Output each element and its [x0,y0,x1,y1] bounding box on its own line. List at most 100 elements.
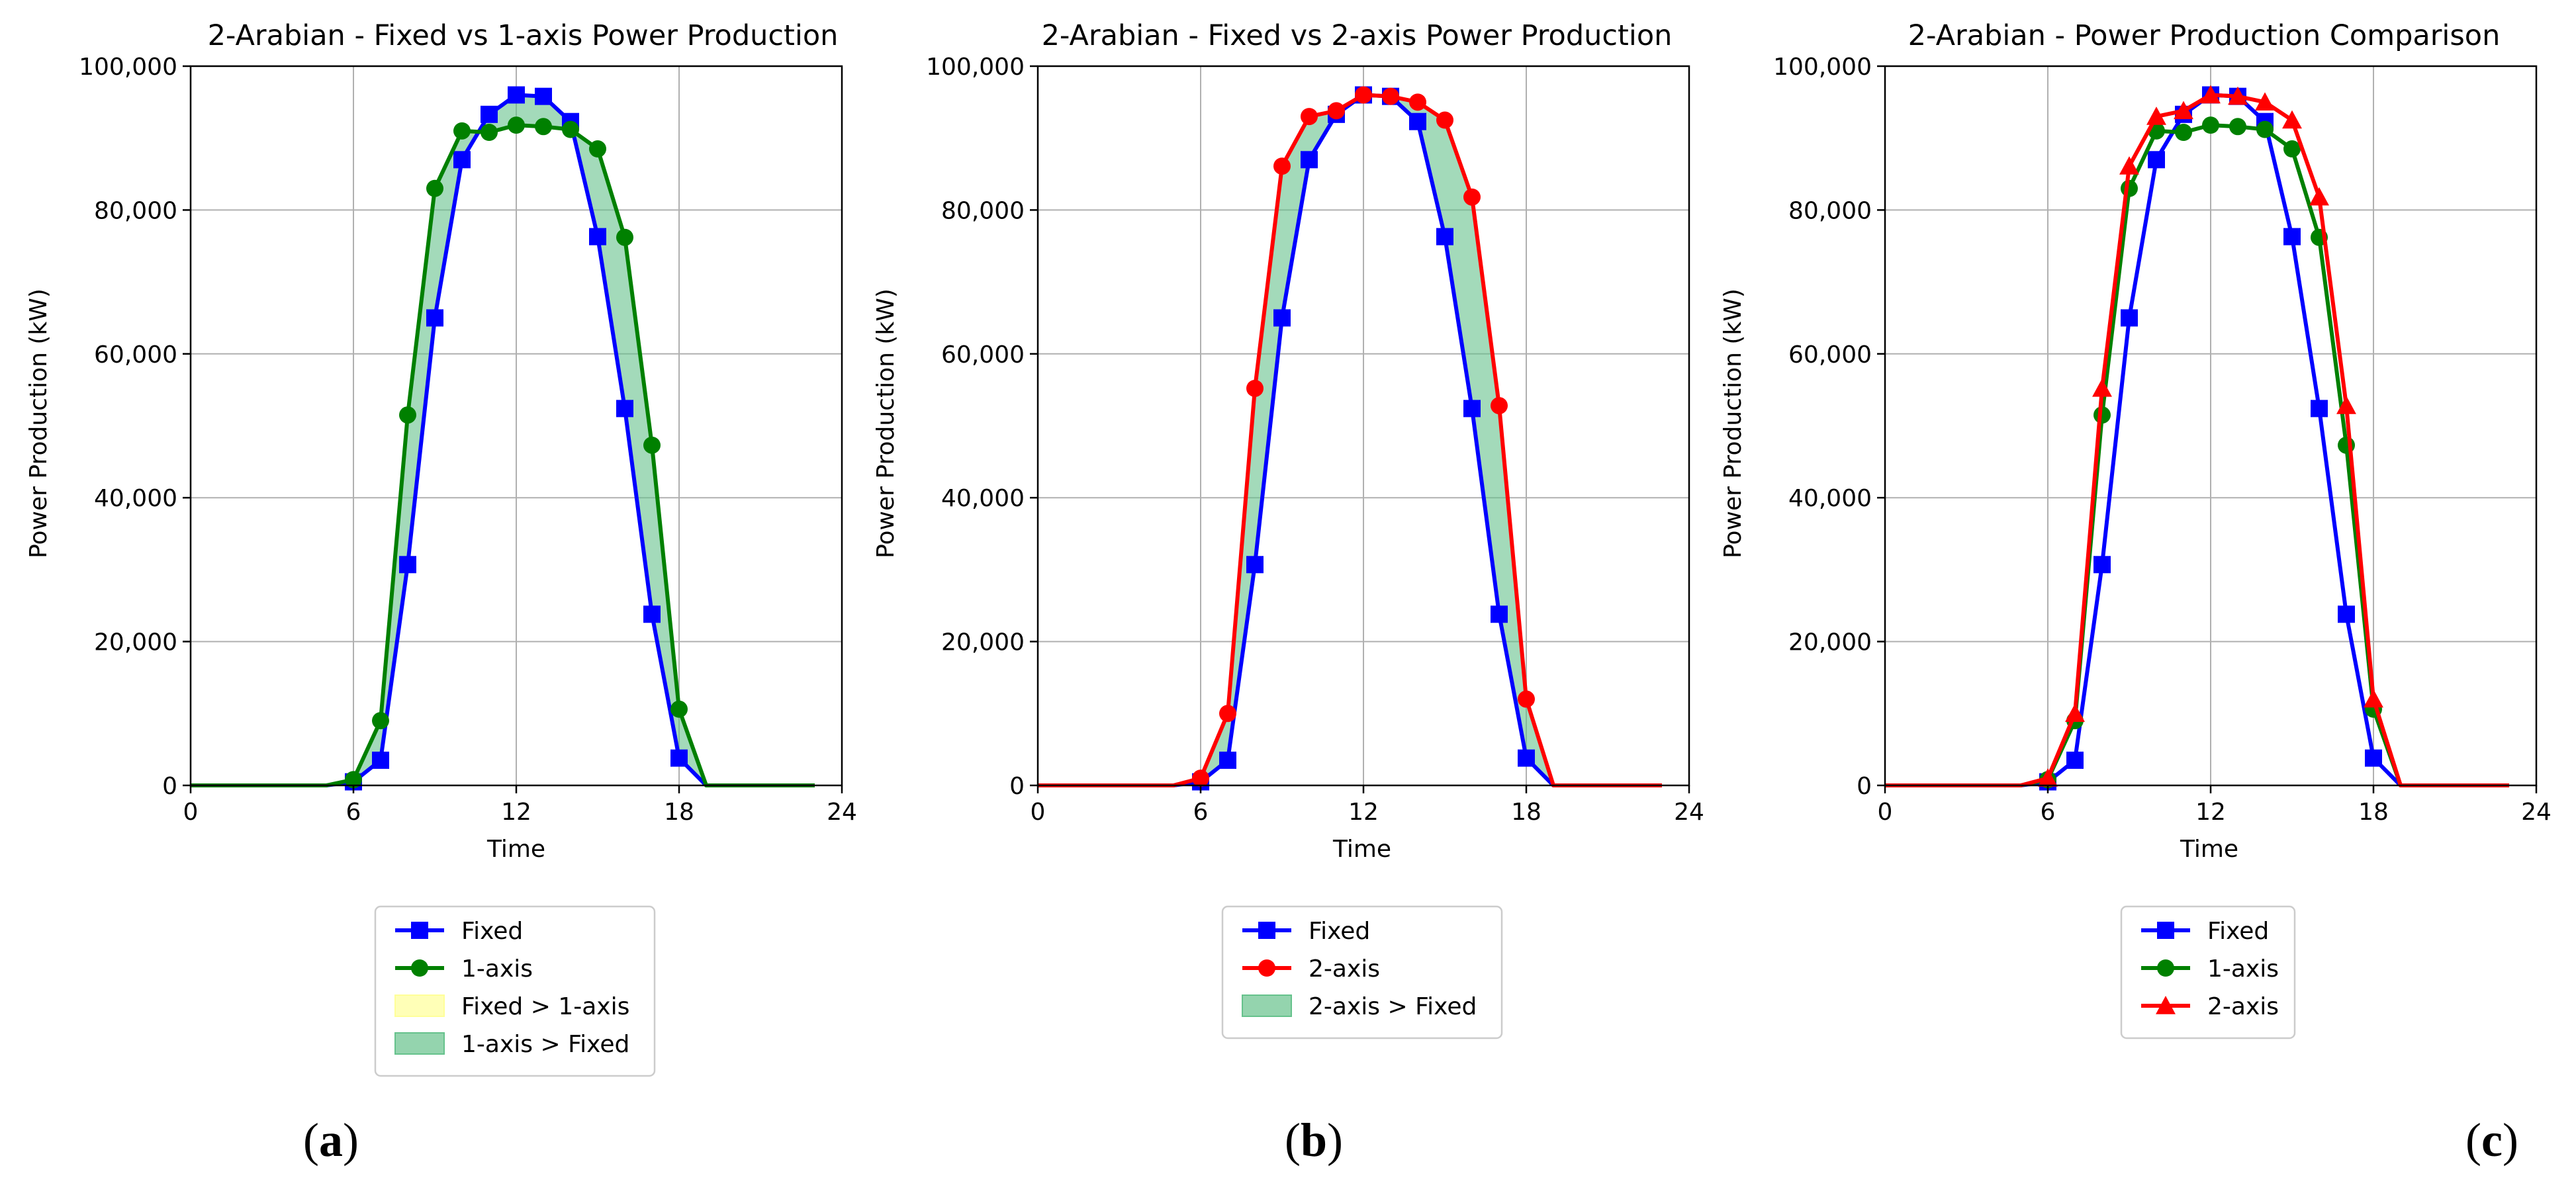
x-axis-label: Time [2180,836,2238,863]
data-point [1192,770,1209,787]
plot-area: 0 6 12 18 24 0 20,000 40,000 60,000 80,000 100,000… [926,54,1704,1039]
data-point [1328,102,1345,120]
data-point [670,700,688,718]
legend-label: Fixed [2207,918,2269,945]
legend-box [1221,905,1503,1039]
x-tick-label: 6 [1193,799,1209,826]
y-tick-label: 100,000 [79,54,177,81]
data-point [372,751,389,769]
y-axis-label: Power Production (kW) [1720,288,1747,558]
data-point [1301,151,1318,169]
data-point [453,151,471,169]
data-point [2336,396,2356,414]
data-point [2121,309,2138,327]
legend-box [374,905,656,1077]
legend-label: 1-axis [2207,955,2279,983]
x-tick-label: 12 [2195,799,2226,826]
y-axis-label: Power Production (kW) [872,288,899,558]
data-point [1436,111,1453,129]
data-point [589,140,606,158]
x-tick-label: 24 [827,799,857,826]
y-tick-label: 0 [1857,773,1872,800]
data-point [2228,86,2248,105]
x-tick-label: 6 [2041,799,2056,826]
data-point [1518,749,1535,767]
y-tick-label: 0 [162,773,177,800]
data-point [2148,151,2165,169]
data-point [1219,751,1236,769]
data-point [1463,400,1481,418]
x-tick-label: 18 [664,799,694,826]
chart-panel-a: 2-Arabian - Fixed vs 1-axis Power Produc… [25,19,838,863]
data-point [399,556,416,574]
panel-label-a: (a) [303,1114,359,1167]
data-point [2175,124,2192,142]
legend-label: 1-axis [461,955,533,983]
data-point [399,406,416,424]
data-point [2093,556,2111,574]
series-line [1885,93,2509,787]
legend-patch [394,994,445,1017]
legend-marker [2156,996,2176,1014]
data-point [535,87,552,105]
data-point [1246,379,1264,397]
series-line [1885,123,2509,787]
data-point [1219,705,1236,723]
x-tick-label: 0 [1031,799,1046,826]
data-point [2365,749,2382,767]
data-point [2092,378,2112,397]
data-point [1301,108,1318,126]
data-point [1273,157,1291,175]
panel-label-c: (c) [2465,1114,2518,1167]
data-point [1491,397,1508,415]
series-line [1038,93,1662,787]
data-point [481,105,498,123]
data-point [453,122,471,140]
x-axis-label: Time [1332,836,1391,863]
data-point [481,124,498,142]
data-point [1409,93,1426,111]
x-tick-label: 12 [501,799,531,826]
legend: Fixed 1-axis Fixed > 1-axis 1-axis > Fixed [374,905,656,1077]
legend-label: 2-axis [1309,955,1380,983]
data-point [643,436,661,454]
data-point [2146,107,2166,125]
legend: Fixed 1-axis 2-axis [2120,905,2296,1039]
legend-marker [411,922,428,939]
legend-label: Fixed [461,918,523,945]
y-tick-label: 80,000 [941,197,1025,224]
legend-marker [1258,922,1275,939]
data-point [616,400,633,418]
plot-area: 0 6 12 18 24 0 20,000 40,000 60,000 80,000 100,000… [79,54,857,1077]
data-point [562,120,579,138]
legend-marker [1258,959,1275,977]
data-point [2311,400,2328,418]
data-point [2255,92,2275,111]
y-tick-label: 60,000 [941,341,1025,369]
legend-label: 1-axis > Fixed [461,1031,629,1058]
y-tick-label: 100,000 [1773,54,1872,81]
y-tick-label: 80,000 [94,197,177,224]
data-point [2229,118,2246,136]
data-point [2038,768,2058,787]
data-point [1518,690,1535,708]
chart-title: 2-Arabian - Fixed vs 2-axis Power Produc… [1042,19,1673,52]
legend-label: 2-axis > Fixed [1309,993,1477,1020]
series-2-axis [1885,85,2509,787]
data-point [670,749,688,767]
data-point [2202,116,2219,134]
y-tick-label: 40,000 [1788,485,1872,512]
data-point [426,179,443,197]
data-point [2309,187,2329,206]
data-point [345,771,362,789]
y-axis-label: Power Production (kW) [25,288,52,558]
y-tick-label: 80,000 [1788,197,1872,224]
data-point [2256,120,2274,138]
legend-marker [2157,959,2174,977]
data-point [1355,86,1372,104]
y-tick-label: 0 [1009,773,1025,800]
data-point [1382,87,1399,105]
legend-label: Fixed > 1-axis [461,993,629,1020]
y-tick-label: 20,000 [1788,629,1872,656]
data-point [2338,605,2355,623]
